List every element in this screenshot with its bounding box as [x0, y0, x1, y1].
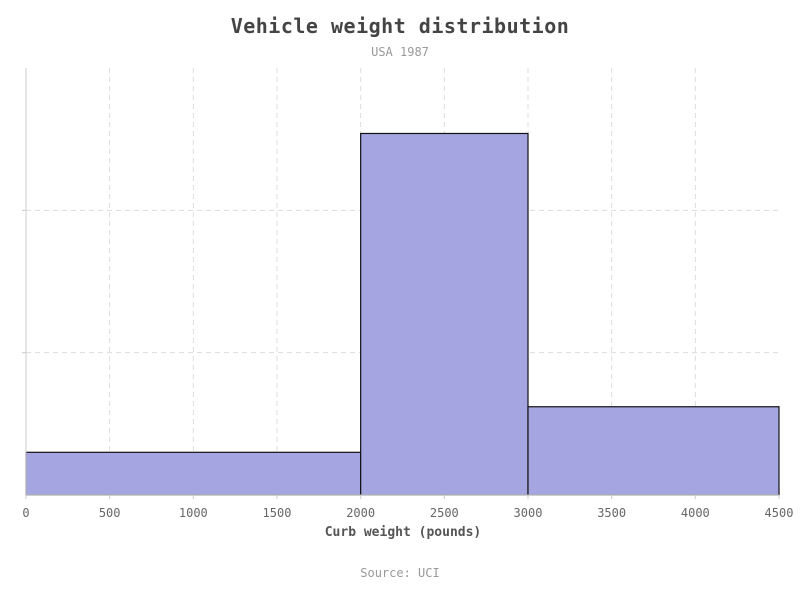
x-tick-labels: 0 500 1000 1500 2000 2500 3000 3500 4000 4500 — [22, 506, 793, 520]
x-tick-label: 3000 — [514, 506, 543, 520]
x-axis-label: Curb weight (pounds) — [325, 525, 482, 540]
bars — [25, 132, 780, 496]
histogram-bar — [527, 406, 780, 496]
chart-source: Source: UCI — [360, 566, 440, 580]
histogram-bar — [360, 132, 529, 496]
x-tick-label: 4000 — [681, 506, 710, 520]
x-tick-label: 0 — [22, 506, 29, 520]
chart-subtitle: USA 1987 — [371, 45, 429, 59]
x-tick-label: 4500 — [765, 506, 794, 520]
x-tick-label: 2500 — [430, 506, 459, 520]
axes — [22, 68, 780, 499]
x-tick-label: 1500 — [263, 506, 292, 520]
x-tick-label: 2000 — [346, 506, 375, 520]
histogram-bar — [25, 451, 362, 496]
x-tick-label: 500 — [99, 506, 121, 520]
x-tick-label: 1000 — [179, 506, 208, 520]
x-tick-label: 3500 — [597, 506, 626, 520]
chart-title: Vehicle weight distribution — [230, 14, 570, 38]
